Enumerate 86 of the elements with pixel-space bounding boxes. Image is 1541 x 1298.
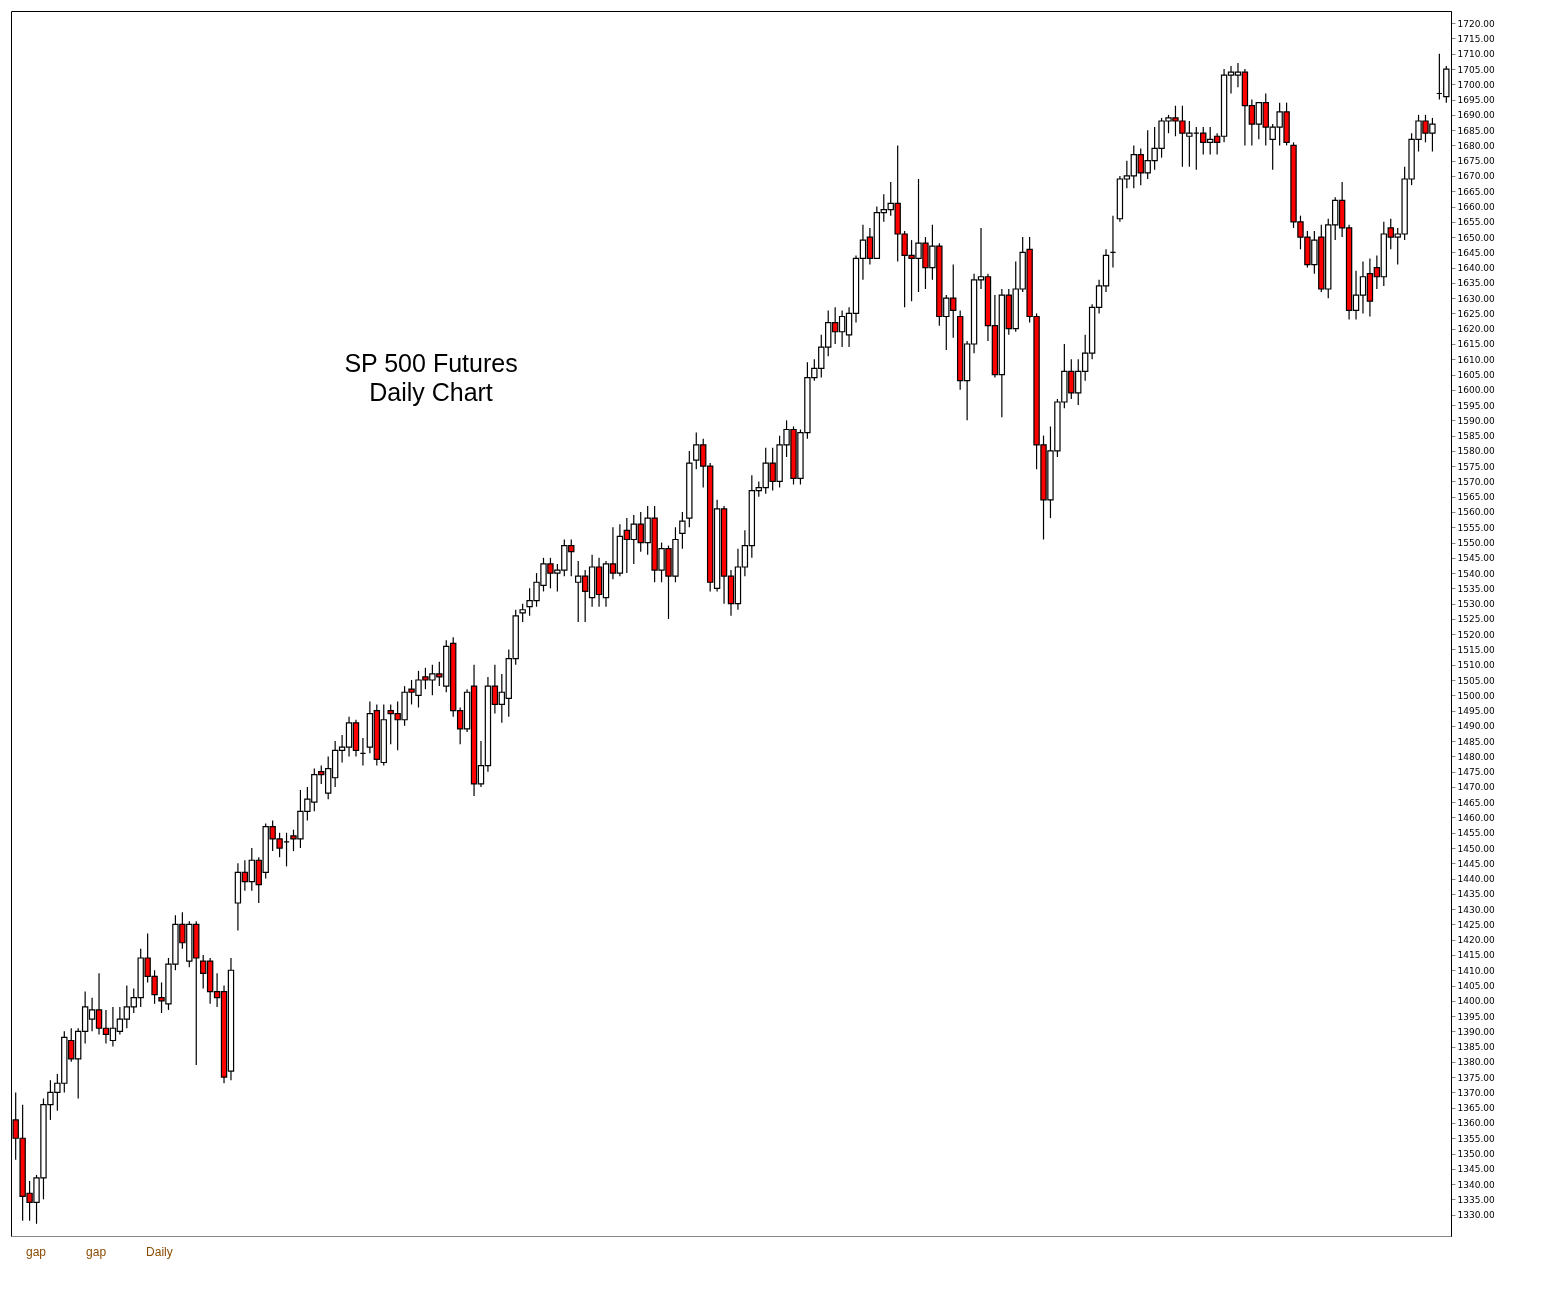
y-tick-label: 1350.00 — [1457, 1149, 1495, 1160]
y-tick-label: 1505.00 — [1457, 675, 1495, 686]
y-tick-label: 1530.00 — [1457, 599, 1495, 610]
y-tick-label: 1445.00 — [1457, 858, 1495, 869]
y-tick-label: 1550.00 — [1457, 538, 1495, 549]
y-tick-label: 1670.00 — [1457, 171, 1495, 182]
y-tick-label: 1375.00 — [1457, 1072, 1495, 1083]
y-tick-label: 1675.00 — [1457, 156, 1495, 167]
y-tick-label: 1425.00 — [1457, 919, 1495, 930]
y-tick-label: 1385.00 — [1457, 1042, 1495, 1053]
y-tick-label: 1450.00 — [1457, 843, 1495, 854]
y-tick-label: 1360.00 — [1457, 1118, 1495, 1129]
y-tick-label: 1640.00 — [1457, 263, 1495, 274]
y-tick-label: 1420.00 — [1457, 935, 1495, 946]
y-tick-label: 1440.00 — [1457, 874, 1495, 885]
candlestick — [519, 603, 526, 623]
y-tick-label: 1620.00 — [1457, 324, 1495, 335]
text: Daily Chart — [369, 378, 493, 406]
y-tick-label: 1400.00 — [1457, 996, 1495, 1007]
y-tick-label: 1625.00 — [1457, 308, 1495, 319]
y-tick-label: 1615.00 — [1457, 339, 1495, 350]
y-tick-label: 1575.00 — [1457, 461, 1495, 472]
candlestick — [679, 511, 686, 550]
y-tick-label: 1650.00 — [1457, 232, 1495, 243]
y-tick-label: 1555.00 — [1457, 522, 1495, 533]
y-tick-label: 1580.00 — [1457, 446, 1495, 457]
y-tick-label: 1700.00 — [1457, 79, 1495, 90]
y-tick-label: 1570.00 — [1457, 476, 1495, 487]
y-tick-label: 1500.00 — [1457, 690, 1495, 701]
y-tick-label: 1430.00 — [1457, 904, 1495, 915]
y-tick-label: 1345.00 — [1457, 1164, 1495, 1175]
text: Daily — [146, 1245, 173, 1259]
y-tick-label: 1710.00 — [1457, 49, 1495, 60]
y-tick-label: 1525.00 — [1457, 614, 1495, 625]
y-tick-label: 1480.00 — [1457, 751, 1495, 762]
text: SP 500 Futures — [344, 349, 518, 377]
y-tick-label: 1340.00 — [1457, 1179, 1495, 1190]
y-tick-label: 1590.00 — [1457, 415, 1495, 426]
y-tick-label: 1585.00 — [1457, 431, 1495, 442]
y-tick-label: 1545.00 — [1457, 553, 1495, 564]
y-tick-label: 1415.00 — [1457, 950, 1495, 961]
y-tick-label: 1485.00 — [1457, 736, 1495, 747]
y-tick-label: 1600.00 — [1457, 385, 1495, 396]
y-tick-label: 1490.00 — [1457, 721, 1495, 732]
y-tick-label: 1465.00 — [1457, 797, 1495, 808]
y-tick-label: 1520.00 — [1457, 629, 1495, 640]
y-tick-label: 1685.00 — [1457, 125, 1495, 136]
y-tick-label: 1330.00 — [1457, 1210, 1495, 1221]
y-tick-label: 1660.00 — [1457, 202, 1495, 213]
y-tick-label: 1370.00 — [1457, 1087, 1495, 1098]
y-tick-label: 1635.00 — [1457, 278, 1495, 289]
y-tick-label: 1380.00 — [1457, 1057, 1495, 1068]
y-tick-label: 1515.00 — [1457, 644, 1495, 655]
y-tick-label: 1560.00 — [1457, 507, 1495, 518]
y-tick-label: 1355.00 — [1457, 1133, 1495, 1144]
y-tick-label: 1605.00 — [1457, 370, 1495, 381]
y-tick-label: 1405.00 — [1457, 981, 1495, 991]
y-tick-label: 1610.00 — [1457, 354, 1495, 365]
y-tick-label: 1365.00 — [1457, 1103, 1495, 1114]
y-tick-label: 1475.00 — [1457, 767, 1495, 778]
y-tick-label: 1695.00 — [1457, 95, 1495, 106]
y-tick-label: 1410.00 — [1457, 965, 1495, 976]
y-tick-label: 1565.00 — [1457, 492, 1495, 503]
y-tick-label: 1495.00 — [1457, 706, 1495, 717]
y-tick-label: 1630.00 — [1457, 293, 1495, 304]
y-tick-label: 1435.00 — [1457, 889, 1495, 900]
y-tick-label: 1680.00 — [1457, 140, 1495, 151]
y-tick-label: 1690.00 — [1457, 110, 1495, 121]
y-tick-label: 1460.00 — [1457, 812, 1495, 823]
y-tick-label: 1705.00 — [1457, 64, 1495, 75]
y-tick-label: 1455.00 — [1457, 828, 1495, 839]
y-tick-label: 1720.00 — [1457, 18, 1495, 29]
y-tick-label: 1665.00 — [1457, 186, 1495, 197]
y-tick-label: 1645.00 — [1457, 247, 1495, 258]
y-tick-label: 1655.00 — [1457, 217, 1495, 228]
y-tick-label: 1335.00 — [1457, 1194, 1495, 1205]
y-tick-label: 1510.00 — [1457, 660, 1495, 671]
y-tick-label: 1535.00 — [1457, 583, 1495, 594]
y-tick-label: 1470.00 — [1457, 782, 1495, 793]
y-tick-label: 1595.00 — [1457, 400, 1495, 411]
y-tick-label: 1540.00 — [1457, 568, 1495, 579]
text: gap — [86, 1245, 107, 1259]
y-tick-label: 1715.00 — [1457, 33, 1495, 44]
y-tick-label: 1390.00 — [1457, 1026, 1495, 1037]
y-tick-label: 1395.00 — [1457, 1011, 1495, 1022]
text: gap — [26, 1245, 47, 1259]
